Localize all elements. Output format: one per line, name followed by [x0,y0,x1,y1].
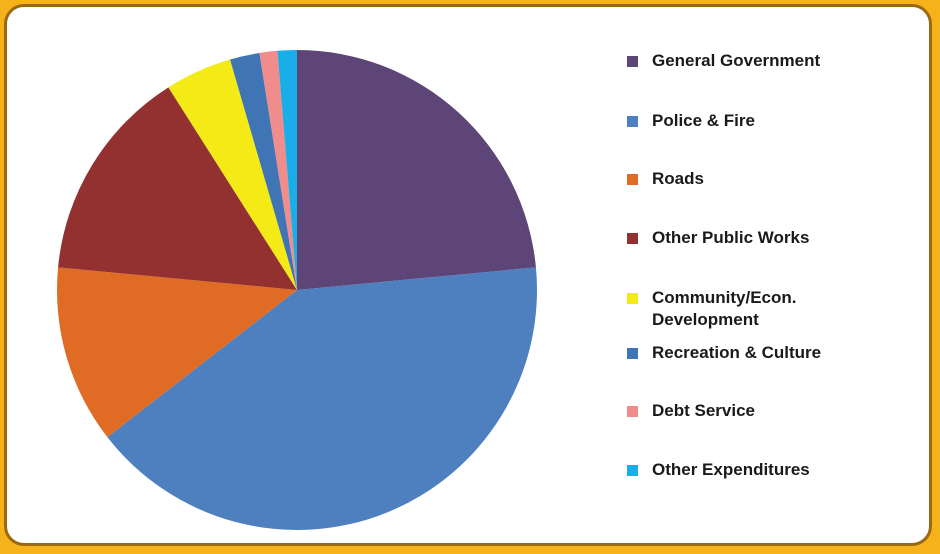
legend-swatch [627,116,638,127]
legend-label: Recreation & Culture [652,343,822,362]
legend-item-roads: Roads [627,168,882,190]
legend-item-other-public-works: Other Public Works [627,227,882,249]
pie-slice-police-fire [107,267,537,531]
legend-label: General Government [652,51,821,70]
legend-swatch [627,56,638,67]
legend-swatch [627,293,638,304]
legend-label: Other Public Works [652,228,810,247]
pie-slice-other-public-works [58,87,297,290]
legend-label: Police & Fire [652,111,755,130]
legend-item-general-government: General Government [627,50,882,72]
legend-label: Roads [652,169,704,188]
pie-slice-recreation-culture [230,52,297,291]
legend-label: Debt Service [652,401,755,420]
chart-frame: General Government Police & Fire Roads O… [4,4,932,546]
pie-chart [57,50,537,531]
legend-swatch [627,174,638,185]
legend-swatch [627,465,638,476]
pie-slice-roads [57,267,297,438]
legend-swatch [627,406,638,417]
pie-slice-community-econ-development [168,59,297,290]
legend-item-recreation-culture: Recreation & Culture [627,342,882,364]
legend: General Government Police & Fire Roads O… [627,7,927,543]
pie-slice-general-government [297,50,536,290]
pie-slice-debt-service [259,50,297,290]
pie-slice-other-expenditures [277,50,297,290]
legend-item-community-econ-development: Community/Econ. Development [627,287,802,331]
legend-item-police-fire: Police & Fire [627,110,882,132]
legend-label: Other Expenditures [652,460,810,479]
legend-item-other-expenditures: Other Expenditures [627,459,882,481]
legend-swatch [627,348,638,359]
legend-label: Community/Econ. Development [652,288,797,329]
legend-item-debt-service: Debt Service [627,400,882,422]
legend-swatch [627,233,638,244]
